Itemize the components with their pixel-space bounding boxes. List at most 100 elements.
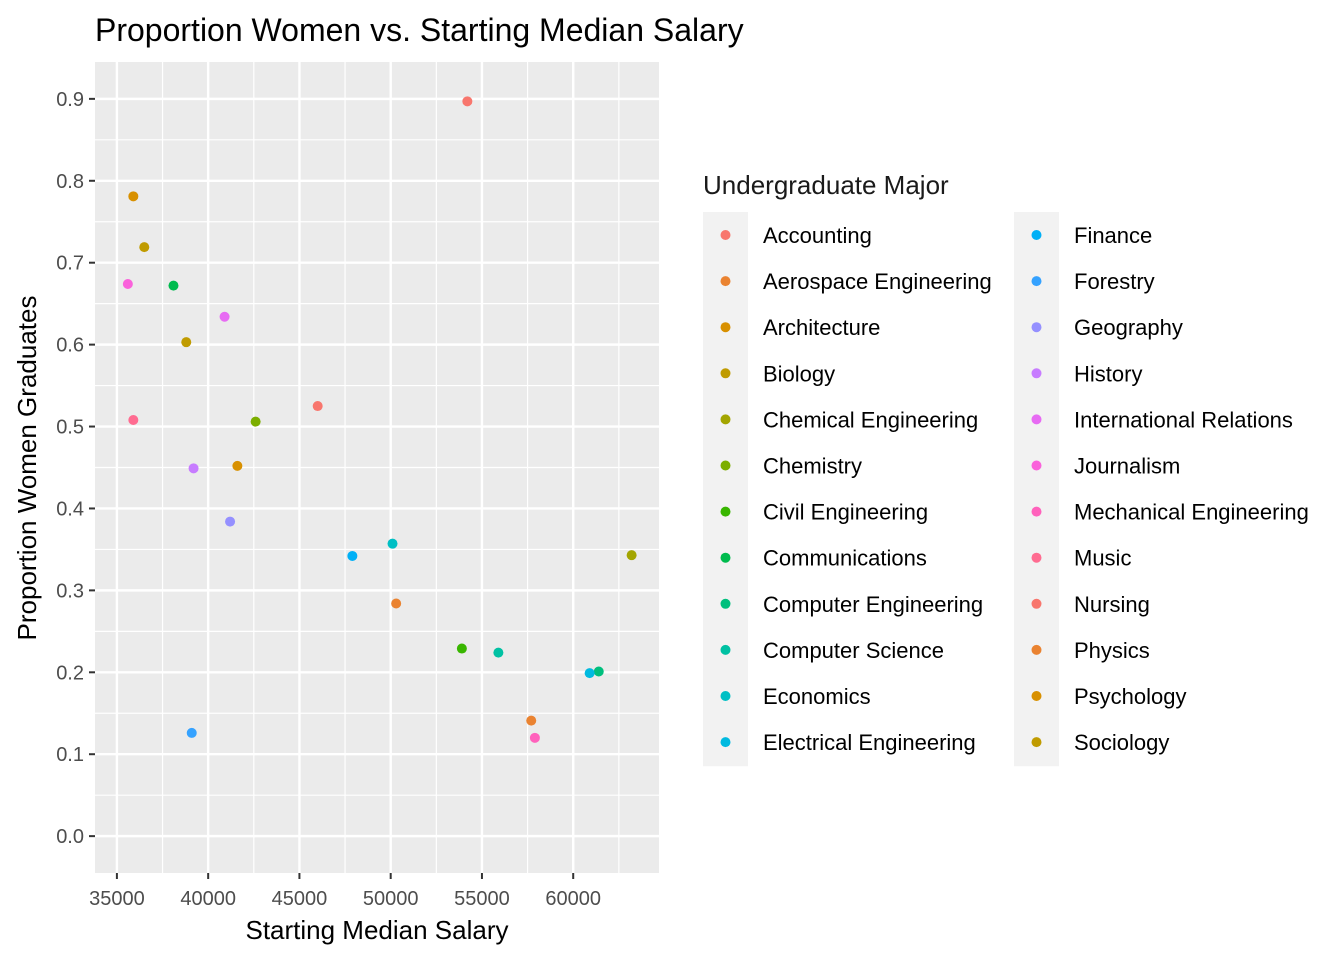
data-point (219, 311, 230, 322)
legend-label: Architecture (763, 315, 880, 340)
legend-label: Biology (763, 361, 835, 386)
legend-key (720, 598, 731, 609)
legend-key (720, 368, 731, 379)
data-point (584, 668, 595, 679)
legend-key (720, 506, 731, 517)
legend-label: Physics (1074, 638, 1150, 663)
legend-key (1031, 644, 1042, 655)
chart-title: Proportion Women vs. Starting Median Sal… (95, 12, 744, 48)
y-tick-label: 0.1 (56, 744, 84, 766)
data-point (529, 732, 540, 743)
legend-key (1031, 737, 1042, 748)
legend-key (720, 276, 731, 287)
legend-label: Communications (763, 546, 927, 571)
y-tick-label: 0.7 (56, 253, 84, 275)
legend-label: Accounting (763, 223, 872, 248)
legend-key (720, 414, 731, 425)
legend-key (720, 552, 731, 563)
legend-key (720, 322, 731, 333)
data-point (232, 460, 243, 471)
legend-key (720, 230, 731, 240)
legend-title: Undergraduate Major (703, 170, 949, 200)
data-point (122, 279, 133, 290)
data-point (526, 715, 537, 726)
legend-key (1031, 322, 1042, 333)
legend-label: Music (1074, 546, 1131, 571)
x-tick-label: 55000 (454, 888, 510, 910)
legend-label: Nursing (1074, 592, 1150, 617)
y-axis: 0.0 0.1 0.2 0.3 0.4 0.5 0.6 0.7 0.8 0.9 (56, 89, 95, 848)
legend-key (1031, 276, 1042, 287)
y-tick-label: 0.3 (56, 580, 84, 602)
grid-minor (95, 62, 659, 873)
legend-label: Aerospace Engineering (763, 269, 992, 294)
legend-label: International Relations (1074, 407, 1293, 432)
legend: Accounting Aerospace Engineering Architect… (703, 212, 1309, 767)
data-point (139, 242, 150, 253)
legend-label: Chemistry (763, 454, 862, 479)
data-point (347, 550, 358, 561)
data-point (250, 416, 261, 427)
x-tick-label: 45000 (272, 888, 328, 910)
y-tick-label: 0.5 (56, 417, 84, 439)
x-tick-label: 40000 (180, 888, 236, 910)
y-tick-label: 0.9 (56, 89, 84, 111)
legend-label: Computer Engineering (763, 592, 983, 617)
legend-label: Journalism (1074, 454, 1180, 479)
y-axis-label: Proportion Women Graduates (12, 296, 42, 641)
data-point (626, 550, 637, 561)
legend-label: Economics (763, 684, 871, 709)
data-point (181, 337, 192, 348)
legend-key (720, 460, 731, 471)
data-point (128, 191, 139, 202)
legend-key-background (1014, 212, 1059, 767)
data-point (593, 666, 604, 677)
data-points (122, 96, 637, 743)
y-tick-label: 0.2 (56, 662, 84, 684)
legend-label: Chemical Engineering (763, 407, 978, 432)
legend-key (720, 737, 731, 748)
legend-label: Electrical Engineering (763, 730, 976, 755)
data-point (462, 96, 473, 107)
legend-key (1031, 368, 1042, 379)
x-tick-label: 35000 (89, 888, 145, 910)
data-point (312, 401, 323, 412)
y-tick-label: 0.4 (56, 498, 84, 520)
x-axis-label: Starting Median Salary (245, 915, 508, 945)
legend-label: Civil Engineering (763, 500, 928, 525)
legend-key (1031, 552, 1042, 563)
data-point (387, 538, 398, 549)
legend-label: History (1074, 361, 1142, 386)
data-point (225, 516, 236, 527)
legend-label: Geography (1074, 315, 1183, 340)
legend-label: Sociology (1074, 730, 1169, 755)
legend-label: Forestry (1074, 269, 1155, 294)
data-point (168, 280, 179, 291)
x-axis: 35000 40000 45000 50000 55000 60000 (89, 873, 601, 910)
legend-key (1031, 230, 1042, 240)
legend-key (1031, 414, 1042, 425)
data-point (493, 647, 504, 658)
y-tick-label: 0.0 (56, 826, 84, 848)
x-tick-label: 50000 (363, 888, 419, 910)
legend-key-background (703, 212, 748, 767)
data-point (188, 463, 199, 474)
data-point (128, 414, 139, 425)
legend-key (720, 644, 731, 655)
legend-label: Psychology (1074, 684, 1187, 709)
legend-key (720, 691, 731, 701)
legend-title-container: Undergraduate Major (703, 170, 949, 201)
legend-key (1031, 598, 1042, 609)
legend-key (1031, 460, 1042, 471)
y-tick-label: 0.8 (56, 171, 84, 193)
legend-key (1031, 691, 1042, 701)
legend-label: Finance (1074, 223, 1152, 248)
y-tick-label: 0.6 (56, 335, 84, 357)
data-point (186, 727, 197, 738)
legend-label: Computer Science (763, 638, 944, 663)
data-point (456, 643, 467, 654)
data-point (391, 598, 402, 609)
legend-label: Mechanical Engineering (1074, 500, 1309, 525)
legend-key (1031, 506, 1042, 517)
